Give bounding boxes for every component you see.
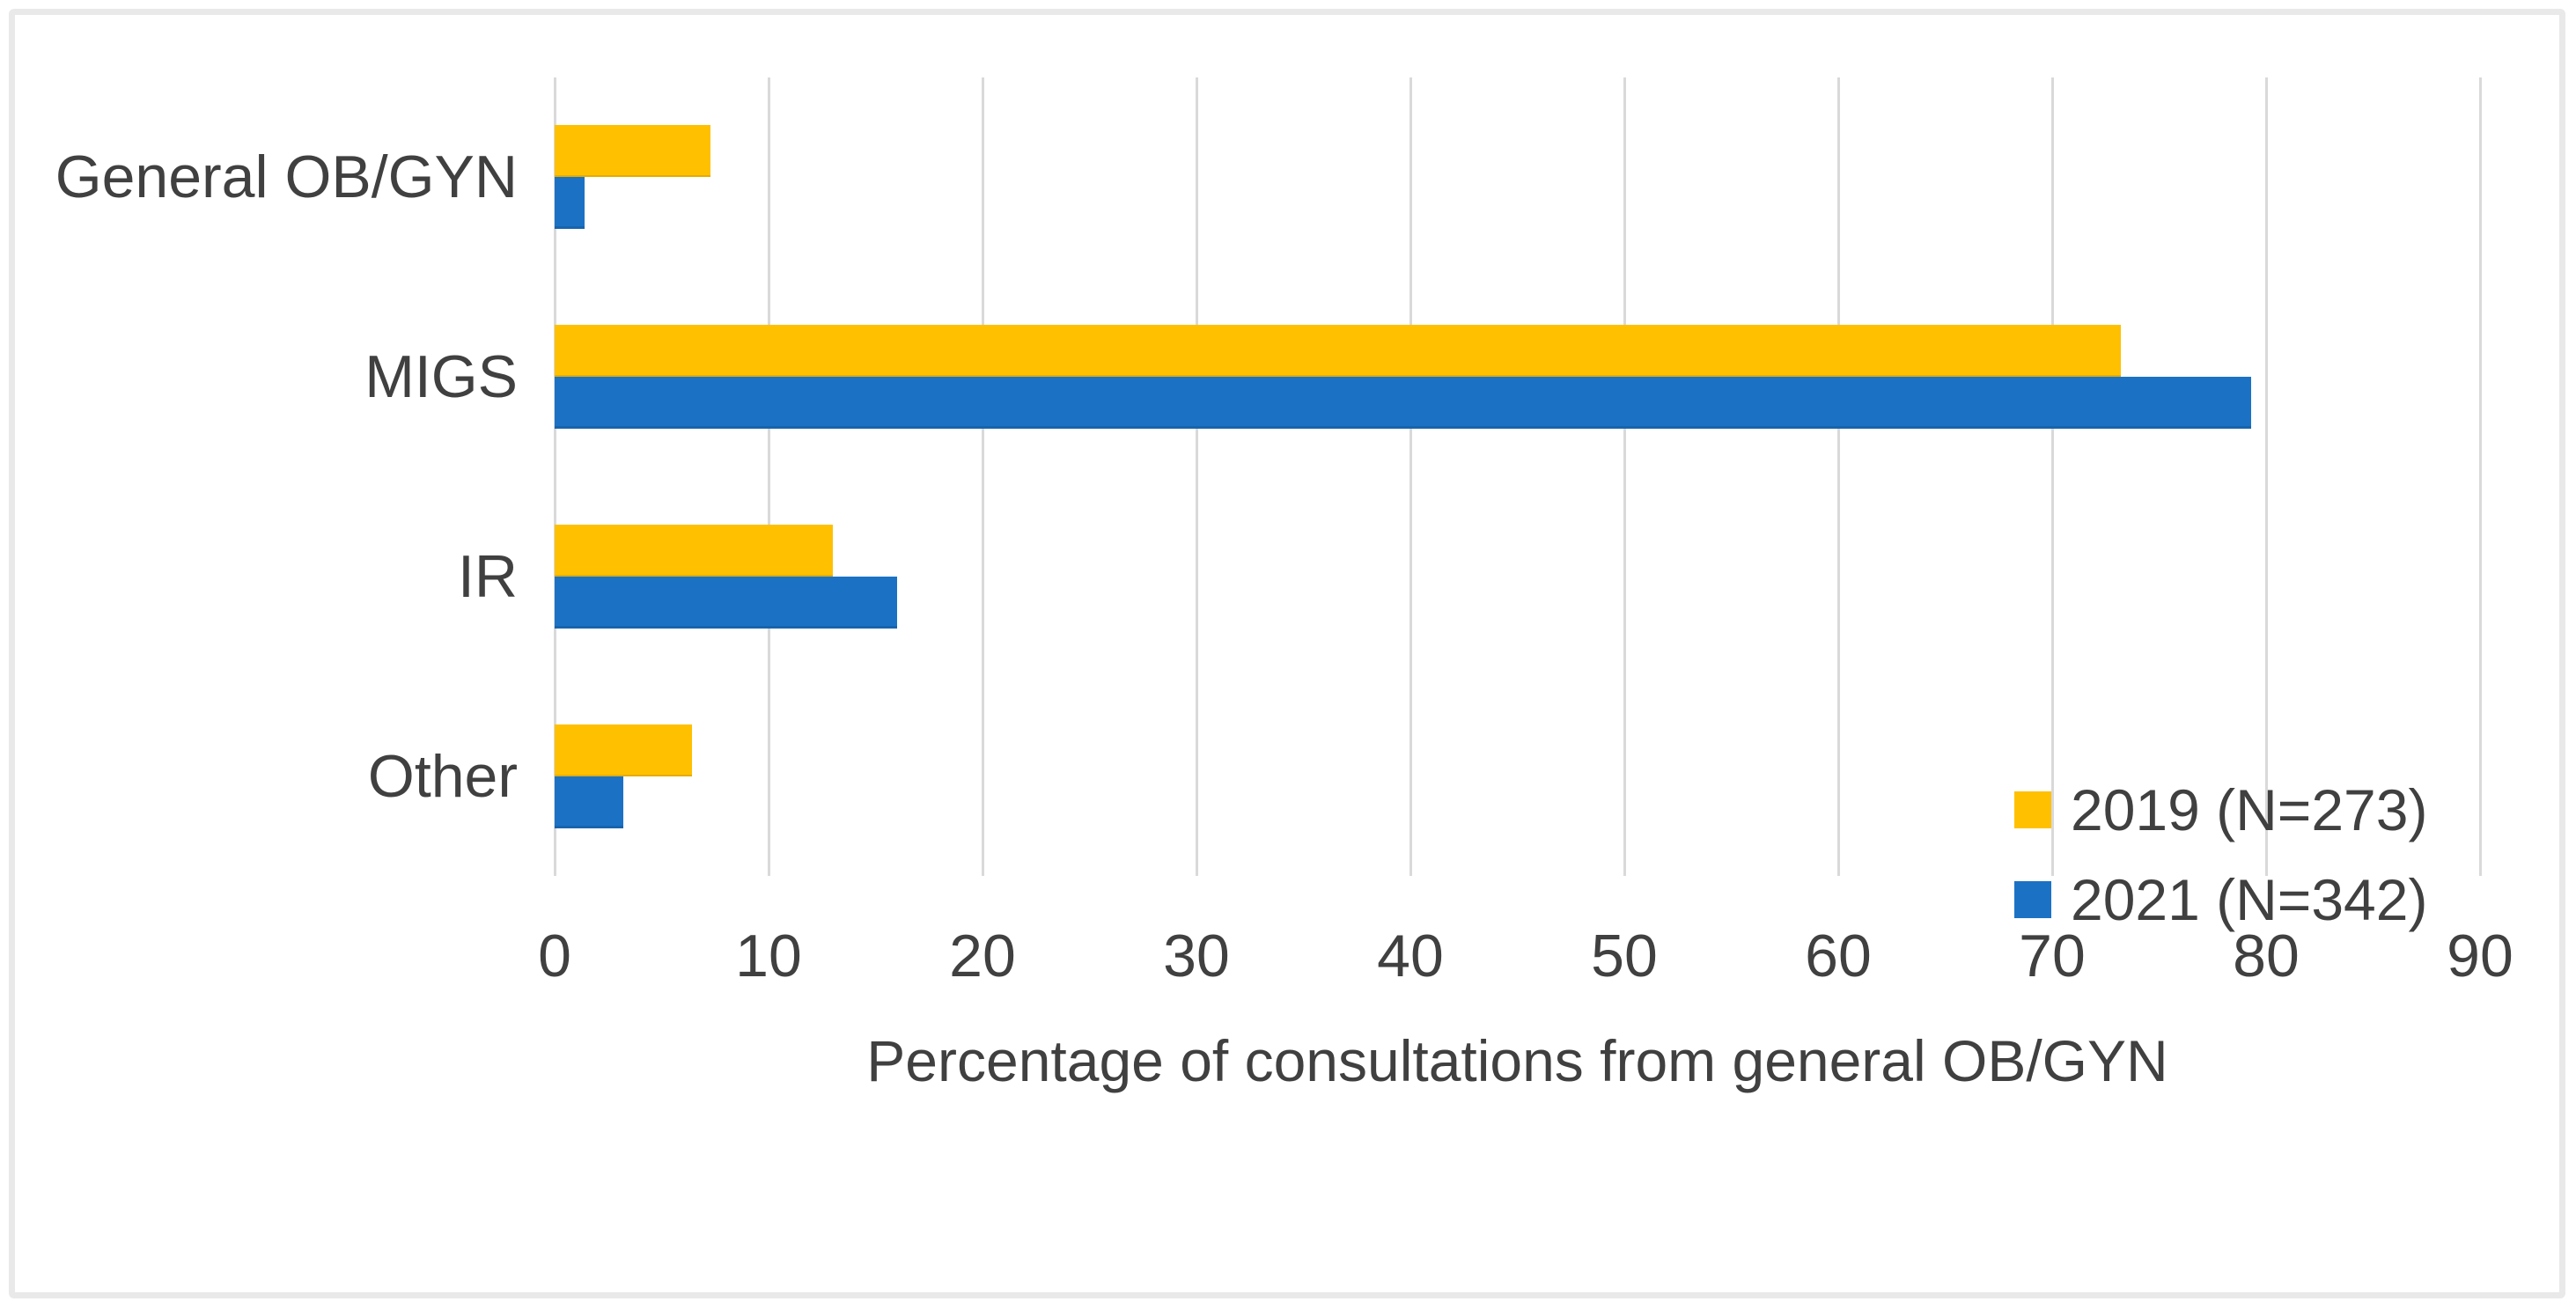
legend-item-2019: 2019 (N=273) xyxy=(2014,781,2427,839)
x-tick-label: 40 xyxy=(1377,923,1444,989)
x-axis-title: Percentage of consultations from general… xyxy=(866,1028,2168,1093)
gridline-90 xyxy=(2478,77,2482,876)
gridline-80 xyxy=(2264,77,2268,876)
x-tick-label: 30 xyxy=(1163,923,1230,989)
x-tick-label: 0 xyxy=(538,923,571,989)
x-tick-label: 60 xyxy=(1805,923,1872,989)
figure-border xyxy=(9,9,2565,1298)
x-tick-label: 90 xyxy=(2447,923,2513,989)
gridline-30 xyxy=(1195,77,1198,876)
legend-swatch-icon xyxy=(2014,791,2051,828)
gridline-60 xyxy=(1836,77,1840,876)
bar-2021-migs xyxy=(555,377,2251,430)
gridline-40 xyxy=(1409,77,1412,876)
gridline-20 xyxy=(981,77,984,876)
legend-label: 2021 (N=342) xyxy=(2071,867,2428,932)
legend-item-2021: 2021 (N=342) xyxy=(2014,871,2427,929)
legend-swatch-icon xyxy=(2014,881,2051,918)
bar-2021-ir xyxy=(555,576,897,629)
category-label-migs: MIGS xyxy=(364,343,518,411)
category-label-general-ob-gyn: General OB/GYN xyxy=(55,143,518,211)
gridline-50 xyxy=(1623,77,1626,876)
category-label-ir: IR xyxy=(458,542,518,610)
x-tick-label: 50 xyxy=(1591,923,1658,989)
x-tick-label: 70 xyxy=(2019,923,2086,989)
bar-2021-other xyxy=(555,776,623,828)
gridline-10 xyxy=(767,77,770,876)
bar-2019-migs xyxy=(555,325,2121,378)
legend-label: 2019 (N=273) xyxy=(2071,777,2428,842)
bar-2021-general-ob-gyn xyxy=(555,177,585,230)
category-label-other: Other xyxy=(367,742,518,810)
bar-2019-ir xyxy=(555,524,833,577)
bar-2019-general-ob-gyn xyxy=(555,125,711,178)
x-tick-label: 10 xyxy=(735,923,802,989)
bar-2019-other xyxy=(555,724,692,776)
x-tick-label: 20 xyxy=(949,923,1016,989)
x-tick-label: 80 xyxy=(2233,923,2300,989)
gridline-70 xyxy=(2050,77,2054,876)
gridline-0 xyxy=(553,77,556,876)
